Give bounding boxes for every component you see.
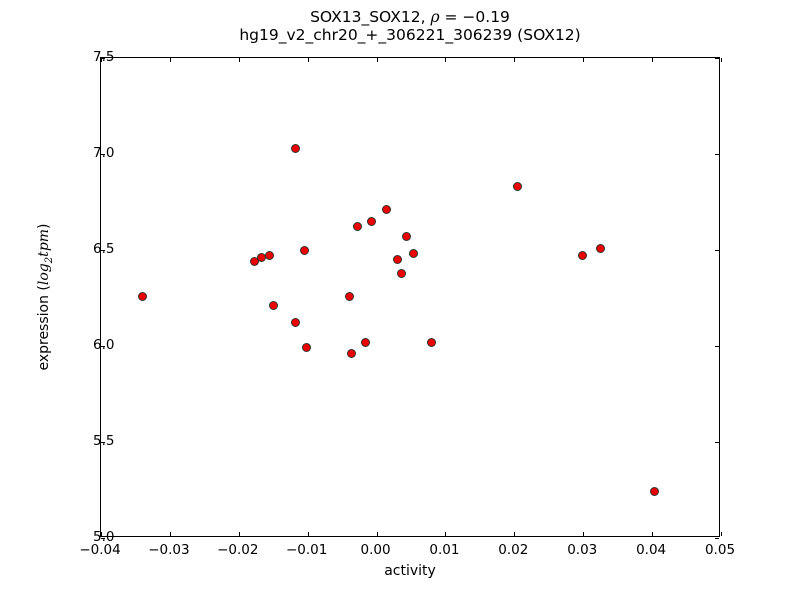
data-point: [269, 301, 279, 311]
data-point: [649, 487, 659, 497]
data-point: [396, 268, 406, 278]
y-axis-label-math-sub: 2: [43, 256, 55, 264]
data-point: [409, 249, 419, 259]
x-axis-tick: [376, 532, 378, 536]
x-axis-tick: [583, 532, 585, 536]
y-axis-tick-label: 7.5: [93, 49, 115, 65]
x-axis-tick-top: [238, 58, 240, 62]
plot-data-area: [101, 58, 719, 536]
data-point: [578, 251, 588, 261]
title-rho-value: = −0.19: [439, 8, 510, 26]
data-point: [381, 205, 391, 215]
y-axis-label-suffix: ): [36, 223, 52, 229]
data-point: [361, 337, 371, 347]
x-axis-tick-label: −0.03: [148, 542, 190, 558]
data-point: [347, 349, 357, 359]
data-point: [402, 232, 412, 242]
data-point: [137, 291, 147, 301]
plot-axes-frame: [100, 57, 722, 539]
chart-title-line-2: hg19_v2_chr20_+_306221_306239 (SOX12): [239, 26, 581, 45]
data-point: [290, 318, 300, 328]
y-axis-tick-label: 5.5: [93, 433, 115, 449]
y-axis-tick: [101, 346, 105, 347]
x-axis-tick-label: 0.05: [704, 542, 736, 558]
y-axis-label-math-base: log: [36, 263, 52, 286]
x-axis-tick: [101, 532, 102, 536]
y-axis-tick: [101, 58, 105, 59]
y-axis-label-prefix: expression (: [36, 285, 52, 371]
title-gene-pair: SOX13_SOX12,: [310, 8, 431, 26]
y-axis-label: expression (log2tpm): [36, 57, 56, 537]
x-axis-tick-top: [307, 58, 309, 62]
y-axis-tick-label: 5.0: [93, 529, 115, 545]
data-point: [290, 143, 300, 153]
x-axis-label: activity: [384, 563, 436, 579]
x-axis-tick-top: [101, 58, 102, 62]
data-point: [595, 243, 605, 253]
x-axis-tick-top: [583, 58, 585, 62]
x-axis-tick: [652, 532, 654, 536]
y-axis-tick-right: [715, 538, 719, 539]
x-axis-tick-label: 0.02: [498, 542, 529, 558]
y-axis-tick-right: [715, 346, 719, 347]
y-axis-tick-right: [715, 442, 719, 443]
x-axis-tick-top: [514, 58, 516, 62]
x-axis-tick-top: [376, 58, 378, 62]
y-axis-tick-right: [715, 250, 719, 251]
x-axis-tick-top: [721, 58, 722, 62]
y-axis-tick-right: [715, 58, 719, 59]
x-axis-tick-label: −0.02: [217, 542, 259, 558]
x-axis-tick-top: [445, 58, 447, 62]
x-axis-tick: [445, 532, 447, 536]
y-axis-tick: [101, 250, 105, 251]
x-axis-tick: [307, 532, 309, 536]
y-axis-tick-label: 6.5: [93, 241, 115, 257]
data-point: [302, 343, 312, 353]
data-point: [265, 251, 275, 261]
x-axis-tick: [169, 532, 171, 536]
x-axis-tick-label: 0.03: [567, 542, 598, 558]
data-point: [512, 182, 522, 192]
y-axis-tick: [101, 442, 105, 443]
title-rho-symbol: ρ: [430, 8, 440, 26]
y-axis-tick: [101, 538, 105, 539]
x-axis-tick-label: 0.01: [429, 542, 460, 558]
x-axis-tick: [514, 532, 516, 536]
x-axis-tick-label: −0.01: [285, 542, 328, 558]
data-point: [427, 337, 437, 347]
y-axis-tick-right: [715, 154, 719, 155]
x-axis-tick-label: 0.00: [360, 542, 391, 558]
x-axis-tick: [721, 532, 722, 536]
chart-title: SOX13_SOX12, ρ = −0.19 hg19_v2_chr20_+_3…: [100, 8, 720, 45]
data-point: [392, 255, 402, 265]
x-axis-tick-top: [652, 58, 654, 62]
data-point: [352, 222, 362, 232]
data-point: [299, 245, 309, 255]
y-axis-tick-label: 7.0: [93, 145, 115, 161]
y-axis-label-math-unit: tpm: [36, 228, 52, 257]
y-axis-tick-label: 6.0: [93, 337, 115, 353]
data-point: [344, 291, 354, 301]
x-axis-tick-top: [169, 58, 171, 62]
y-axis-tick: [101, 154, 105, 155]
chart-title-line-1: SOX13_SOX12, ρ = −0.19: [100, 8, 720, 26]
x-axis-tick-label: 0.04: [636, 542, 667, 558]
x-axis-tick: [238, 532, 240, 536]
data-point: [366, 216, 376, 226]
x-axis-tick-label: −0.04: [79, 542, 121, 558]
